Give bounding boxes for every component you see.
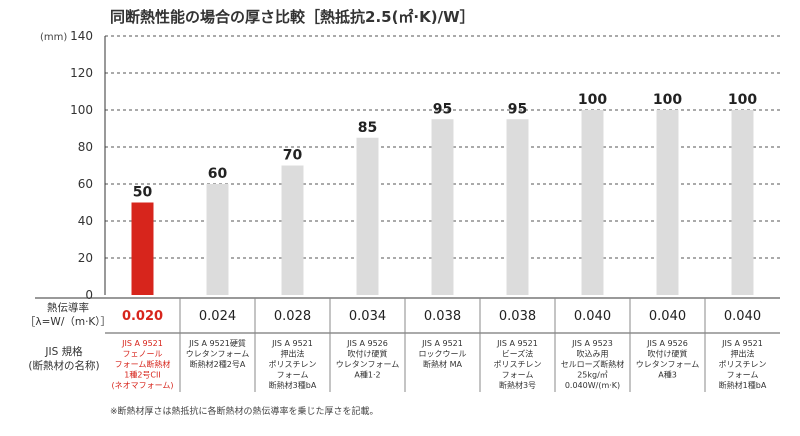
jis-spec-line: フォーム <box>727 371 759 380</box>
jis-spec-line: 断熱材2種2号A <box>190 359 246 369</box>
jis-spec-line: JIS A 9521 <box>496 339 538 348</box>
jis-spec-line: 25kg/㎥ <box>577 371 608 380</box>
bar <box>506 119 529 295</box>
y-tick-label: 0 <box>85 288 93 302</box>
property-table: 熱伝導率 ［λ=W/（m·K）］ JIS 規格(断熱材の名称) 0.020 JIS A … <box>25 297 780 392</box>
bar-value-label: 100 <box>728 92 757 108</box>
y-tick-label: 60 <box>78 177 93 191</box>
thermal-conductivity-value: 0.038 <box>499 309 536 324</box>
jis-spec-line: フォーム <box>277 371 309 380</box>
jis-spec-line: JIS A 9521 <box>271 339 313 348</box>
bar-value-label: 95 <box>508 101 527 117</box>
y-axis-unit: (mm) <box>40 32 67 43</box>
jis-spec-line: A種3 <box>658 370 677 380</box>
bar <box>356 137 379 295</box>
thermal-conductivity-value: 0.020 <box>122 309 163 324</box>
chart-title: 同断熱性能の場合の厚さ比較［熱抵抗2.5(㎡·K)/W］ <box>110 8 475 26</box>
jis-spec-line: JIS A 9523 <box>571 339 613 348</box>
bar <box>731 110 754 295</box>
bar-value-label: 50 <box>133 185 153 201</box>
lambda-row-header: ［λ=W/（m·K）］ <box>25 316 111 328</box>
thermal-conductivity-value: 0.040 <box>724 309 761 324</box>
jis-spec-line: ウレタンフォーム <box>636 360 700 369</box>
bar-value-label: 100 <box>578 92 607 108</box>
thermal-conductivity-value: 0.038 <box>424 309 461 324</box>
jis-spec-line: フォーム断熱材 <box>115 359 171 369</box>
jis-spec-line: セルローズ断熱材 <box>561 359 625 369</box>
jis-spec-line: 押出法 <box>731 349 755 359</box>
bar-value-label: 60 <box>208 166 228 182</box>
jis-spec-line: ウレタンフォーム <box>186 350 250 359</box>
y-tick-label: 140 <box>70 29 93 43</box>
jis-spec-line: ポリスチレン <box>269 360 317 369</box>
jis-spec-line: JIS A 9521硬質 <box>188 338 246 348</box>
jis-row-header: (断熱材の名称) <box>28 359 99 372</box>
bar <box>581 110 604 295</box>
jis-spec-line: ウレタンフォーム <box>336 360 400 369</box>
bar <box>206 184 229 295</box>
jis-spec-line: フェノール <box>123 350 163 359</box>
bar <box>656 110 679 295</box>
thermal-conductivity-value: 0.024 <box>199 309 236 324</box>
jis-spec-line: JIS A 9521 <box>121 339 163 348</box>
jis-spec-line: JIS A 9526 <box>646 339 688 348</box>
bar-value-label: 100 <box>653 92 682 108</box>
jis-row-header: JIS 規格 <box>44 345 83 358</box>
jis-spec-line: JIS A 9521 <box>721 339 763 348</box>
jis-spec-line: ロックウール <box>419 350 467 359</box>
thermal-conductivity-value: 0.040 <box>574 309 611 324</box>
y-tick-label: 20 <box>78 251 93 265</box>
jis-spec-line: 吹付け硬質 <box>648 349 688 359</box>
bar <box>281 165 304 295</box>
jis-spec-line: 押出法 <box>281 349 305 359</box>
jis-spec-line: (ネオマフォーム) <box>111 381 173 390</box>
bar <box>431 119 454 295</box>
jis-spec-line: 吹付け硬質 <box>348 349 388 359</box>
jis-spec-line: 断熱材3号 <box>499 380 536 390</box>
thermal-conductivity-value: 0.034 <box>349 309 386 324</box>
lambda-row-header: 熱伝導率 <box>47 301 89 314</box>
jis-spec-line: 断熱材 MA <box>423 359 462 369</box>
y-tick-label: 100 <box>70 103 93 117</box>
jis-spec-line: 吹込み用 <box>577 349 609 359</box>
y-tick-label: 40 <box>78 214 93 228</box>
jis-spec-line: ビーズ法 <box>502 349 534 359</box>
bars <box>131 110 754 295</box>
y-tick-label: 80 <box>78 140 93 154</box>
value-labels: 50 60 70 85 95 95 100 100 100 <box>133 92 758 201</box>
bar-value-label: 95 <box>433 101 452 117</box>
jis-spec-line: 1種2号CII <box>124 370 160 380</box>
y-tick-label: 120 <box>70 66 93 80</box>
jis-spec-line: 断熱材3種bA <box>269 380 317 390</box>
thermal-conductivity-value: 0.028 <box>274 309 311 324</box>
bar <box>131 202 154 295</box>
jis-spec-line: ポリスチレン <box>494 360 542 369</box>
thermal-conductivity-value: 0.040 <box>649 309 686 324</box>
footnote: ※断熱材厚さは熱抵抗に各断熱材の熱伝導率を乗じた厚さを記載。 <box>110 405 379 417</box>
bar-value-label: 85 <box>358 120 377 136</box>
jis-spec-line: 断熱材1種bA <box>719 380 767 390</box>
jis-spec-line: JIS A 9526 <box>346 339 388 348</box>
jis-spec-line: JIS A 9521 <box>421 339 463 348</box>
jis-spec-line: 0.040W/(m·K) <box>565 381 620 390</box>
jis-spec-line: A種1·2 <box>354 370 380 380</box>
jis-spec-line: フォーム <box>502 371 534 380</box>
bar-value-label: 70 <box>283 148 303 164</box>
jis-spec-line: ポリスチレン <box>719 360 767 369</box>
